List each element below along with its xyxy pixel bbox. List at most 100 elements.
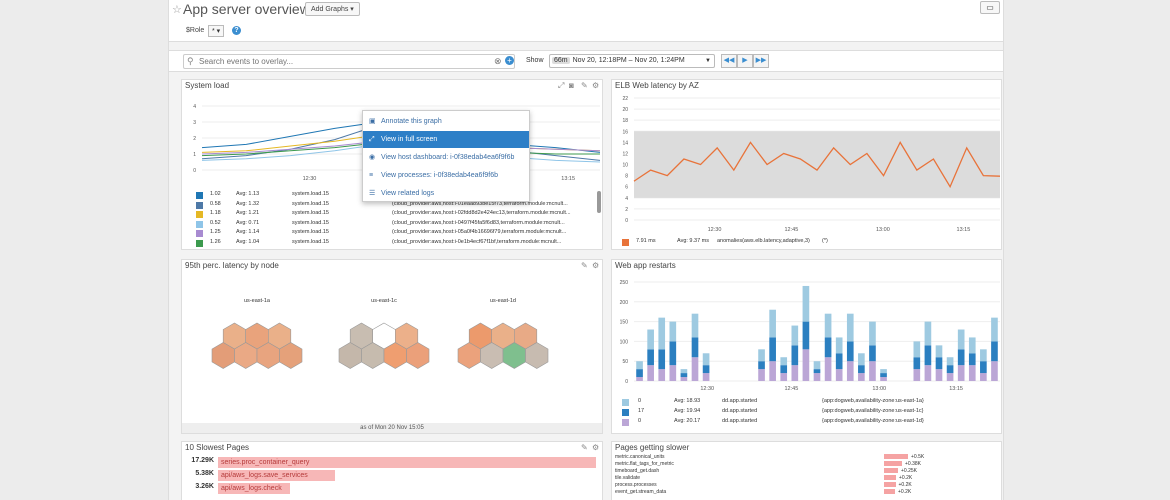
y-tick-label: 2	[193, 136, 196, 142]
menu-item-logs[interactable]: ☰ View related logs	[363, 185, 529, 202]
bar-segment	[869, 361, 876, 381]
bar-segment	[780, 373, 788, 381]
hostmap-chart: us-east-1a us-east-1c us-east-1d	[211, 298, 549, 369]
star-icon[interactable]: ☆	[172, 4, 182, 16]
bar-segment	[691, 313, 699, 338]
gear-icon[interactable]: ⚙	[592, 261, 600, 270]
menu-item-label: View related logs	[381, 190, 435, 197]
bar-segment	[636, 377, 643, 381]
legend-avg: Avg: 20.17	[674, 418, 701, 424]
y-tick-label: 250	[620, 280, 629, 286]
pencil-icon[interactable]: ✎	[581, 443, 588, 452]
y-tick-label: 200	[620, 300, 629, 306]
menu-item-host[interactable]: ◉ View host dashboard: i-0f38edab4ea6f9f6…	[363, 149, 529, 166]
legend-avg: Avg: 1.04	[236, 238, 260, 245]
role-variable-select[interactable]: * ▾	[208, 25, 225, 37]
rewind-button[interactable]: ◀◀	[721, 54, 737, 68]
bar-segment	[758, 369, 765, 381]
change-bar	[884, 468, 898, 473]
expand-icon[interactable]: ⤢	[558, 81, 565, 90]
y-tick-label: 20	[622, 107, 628, 113]
time-range-select[interactable]: 66m Nov 20, 12:18PM – Nov 20, 1:24PM ▼	[549, 54, 715, 68]
play-button[interactable]: ▶	[737, 54, 753, 68]
search-input[interactable]	[199, 56, 489, 67]
bar-segment	[813, 361, 821, 370]
change-label: event_get.stream_data	[615, 489, 667, 495]
legend-metric: system.load.15	[292, 210, 329, 216]
legend-row: 7.91 ms Avg: 9.37 ms anomalies(aws.elb.l…	[622, 238, 1001, 247]
x-tick-label: 13:00	[872, 386, 886, 392]
legend-avg: Avg: 19.94	[674, 408, 701, 414]
bar-segment	[769, 361, 776, 381]
bar-segment	[968, 365, 976, 381]
legend-row: 0 Avg: 18.93 dd.app.started {app:dogweb,ava…	[622, 398, 1001, 407]
change-bar	[884, 461, 902, 466]
pencil-icon[interactable]: ✎	[581, 261, 588, 270]
legend-metric: system.load.15	[292, 229, 329, 235]
toplist-row: 3.26K api/aws_logs.check	[182, 483, 602, 494]
y-tick-label: 150	[620, 320, 629, 326]
bar-segment	[791, 325, 799, 346]
host-hexagon	[525, 342, 549, 369]
menu-item-fullscreen[interactable]: ⤢ View in full screen	[363, 131, 529, 148]
add-circle-icon[interactable]: +	[505, 56, 514, 65]
event-search: ⚲ ⊗ +	[183, 54, 515, 69]
y-tick-label: 3	[193, 120, 196, 126]
right-margin	[1004, 0, 1170, 500]
legend-avg: Avg: 1.32	[236, 200, 260, 207]
pages-slower-list: metric.canonical_units +0.5K metric.flat_t…	[612, 454, 1001, 500]
toplist-bar: series.proc_container_query	[218, 457, 596, 468]
dashboard-header: ☆ App server overview Add Graphs ▾ ▭ $Ro…	[169, 0, 1003, 42]
legend-row: 17 Avg: 19.94 dd.app.started {app:dogweb,av…	[622, 408, 1001, 417]
menu-item-processes[interactable]: ≡ View processes: i-0f38edab4ea6f9f6b	[363, 167, 529, 184]
bar-segment	[702, 353, 710, 366]
forward-button[interactable]: ▶▶	[753, 54, 769, 68]
add-graphs-label: Add Graphs	[311, 6, 349, 13]
legend-value: 0.52	[210, 219, 221, 226]
y-tick-label: 18	[622, 118, 628, 124]
legend-row: 0.58 Avg: 1.32 system.load.15 (cloud_provid…	[196, 201, 596, 210]
bar-segment	[935, 357, 943, 370]
camera-icon[interactable]: ◙	[569, 81, 574, 90]
legend-tags: {app:dogweb,availability-zone:us-east-1c…	[822, 408, 924, 414]
menu-item-camera[interactable]: ▣ Annotate this graph	[363, 113, 529, 130]
role-variable-label: $Role	[186, 27, 205, 34]
legend-avg: Avg: 0.71	[236, 219, 260, 226]
legend-scrollbar[interactable]	[597, 191, 601, 213]
bar-segment	[691, 337, 699, 358]
chevron-down-icon: ▼	[705, 58, 711, 64]
legend-value: 1.25	[210, 229, 221, 235]
y-tick-label: 22	[622, 96, 628, 102]
gear-icon[interactable]: ⚙	[592, 81, 600, 90]
legend-swatch	[196, 239, 203, 247]
legend-metric: system.load.15	[292, 200, 329, 207]
y-tick-label: 50	[622, 359, 628, 365]
monitor-icon[interactable]: ▭	[980, 1, 1000, 14]
bar-segment	[880, 373, 887, 378]
gear-icon[interactable]: ⚙	[592, 443, 600, 452]
legend-avg: Avg: 1.13	[236, 191, 260, 197]
y-tick-label: 6	[625, 185, 628, 191]
legend-value: 0	[638, 398, 642, 404]
add-graphs-button[interactable]: Add Graphs ▾	[305, 2, 360, 16]
clear-icon[interactable]: ⊗	[494, 56, 502, 66]
bar-segment	[758, 349, 765, 362]
menu-item-label: View host dashboard: i-0f38edab4ea6f9f6b	[381, 154, 515, 161]
search-icon: ⚲	[187, 56, 194, 66]
bar-segment	[957, 329, 965, 350]
legend-metric: system.load.15	[292, 238, 329, 245]
help-icon[interactable]: ?	[232, 26, 241, 35]
slowest-pages-list: 17.29K series.proc_container_query 5.38K ap…	[182, 457, 602, 500]
pencil-icon[interactable]: ✎	[581, 81, 588, 90]
menu-item-label: Annotate this graph	[381, 118, 442, 125]
toplist-value: 5.38K	[195, 470, 214, 477]
web-restarts-chart: 250 200 150 100 50 0 12:30 12:45 13:00 13:15	[620, 280, 1000, 392]
legend-avg: Avg: 1.21	[236, 210, 260, 216]
panel-title: 95th perc. latency by node	[185, 261, 279, 270]
host-icon: ◉	[369, 154, 376, 161]
panel-title: Web app restarts	[615, 261, 676, 270]
y-tick-label: 100	[620, 339, 629, 345]
legend-value: 0	[638, 418, 642, 424]
legend-tags: (cloud_provider:aws,host:i-05a0f4b16696f…	[392, 229, 567, 235]
